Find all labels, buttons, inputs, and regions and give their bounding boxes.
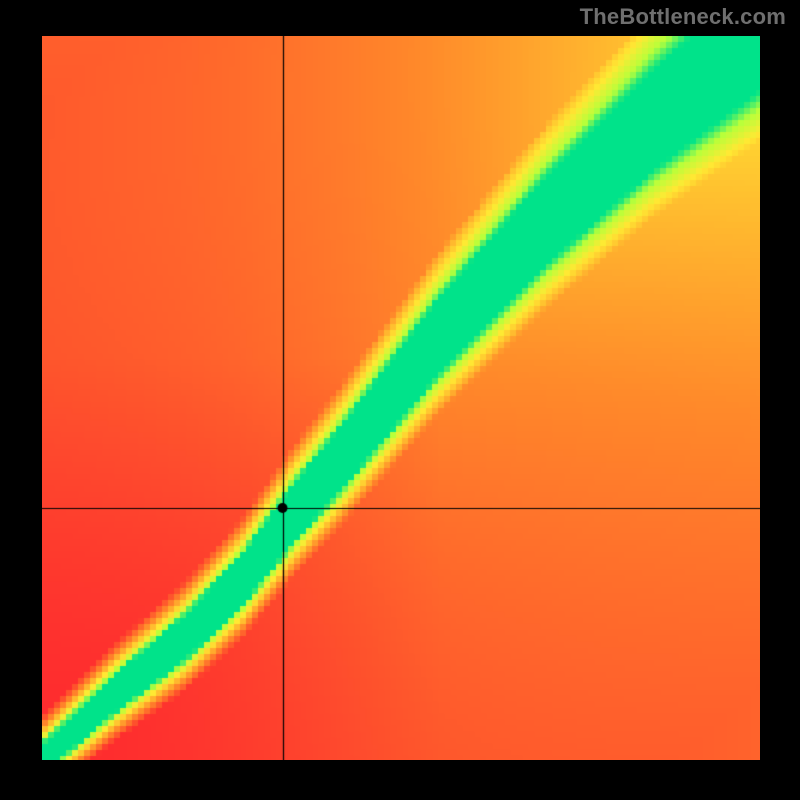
watermark-text: TheBottleneck.com — [580, 4, 786, 30]
chart-frame: TheBottleneck.com — [0, 0, 800, 800]
bottleneck-heatmap — [42, 36, 760, 760]
